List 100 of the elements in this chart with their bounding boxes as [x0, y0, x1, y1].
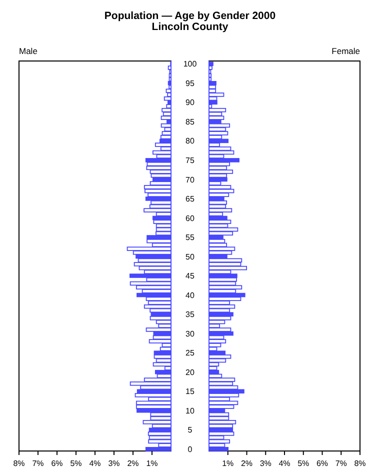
y-tick-label: 10 — [186, 406, 195, 416]
y-tick-label: 90 — [186, 98, 195, 108]
x-tick-label: 3% — [260, 459, 272, 468]
bar — [208, 246, 236, 251]
bar — [208, 238, 226, 244]
y-tick-label: 25 — [186, 348, 195, 358]
bar — [208, 127, 226, 132]
bar — [130, 274, 172, 278]
bar — [154, 354, 172, 359]
y-tick-label: 65 — [186, 194, 195, 204]
bar — [208, 277, 238, 282]
bar — [167, 92, 172, 97]
bar — [134, 262, 172, 266]
bar — [208, 66, 212, 70]
x-tick-label: 6% — [316, 459, 328, 468]
bar — [156, 224, 172, 228]
bar — [208, 370, 220, 374]
y-tick-label: 95 — [186, 78, 195, 88]
bar — [208, 220, 232, 224]
bar — [145, 158, 172, 162]
bar — [208, 100, 218, 105]
bar — [208, 420, 236, 424]
bar — [150, 316, 172, 320]
bar — [208, 428, 234, 432]
bar — [168, 81, 172, 86]
bar — [148, 300, 172, 305]
bar — [153, 220, 172, 224]
bar — [208, 378, 236, 382]
bar — [134, 393, 172, 398]
bar — [144, 185, 172, 190]
bar — [145, 196, 172, 201]
bar — [208, 312, 234, 316]
bar — [145, 446, 172, 452]
x-tick-label: 8% — [354, 459, 366, 468]
bar — [148, 192, 172, 198]
bar — [146, 238, 172, 244]
y-tick-label: 5 — [188, 426, 193, 435]
bar — [208, 185, 232, 190]
bar — [126, 246, 172, 251]
y-tick-label: 60 — [186, 214, 195, 223]
bar — [208, 432, 234, 436]
bar — [208, 108, 226, 112]
x-tick-label: 4% — [278, 459, 290, 468]
bar — [144, 304, 172, 309]
bar — [148, 435, 172, 440]
bar — [208, 258, 242, 262]
bar — [152, 362, 172, 367]
x-tick-label: 7% — [335, 459, 347, 468]
bar — [208, 304, 236, 309]
y-tick-label: 75 — [186, 156, 195, 165]
bar — [160, 134, 172, 140]
bar — [136, 408, 172, 413]
y-tick-label: 85 — [186, 117, 195, 126]
bar — [208, 339, 226, 344]
bar — [142, 420, 172, 424]
bar — [138, 258, 172, 262]
bar — [148, 428, 172, 432]
bar — [208, 131, 228, 136]
bar — [208, 170, 234, 174]
y-tick-label: 50 — [186, 252, 195, 262]
bar — [208, 158, 240, 162]
bar — [154, 350, 172, 355]
bar — [208, 200, 228, 205]
bar — [208, 354, 232, 359]
x-tick-label: 7% — [32, 459, 44, 468]
bar — [136, 404, 172, 409]
y-tick-label: 20 — [186, 368, 195, 377]
y-tick-label: 45 — [186, 272, 195, 281]
bar — [162, 108, 172, 112]
bar — [144, 208, 172, 212]
bar — [208, 316, 232, 320]
bar — [148, 432, 172, 436]
bar — [146, 162, 172, 166]
x-tick-label: 2% — [127, 459, 139, 468]
x-tick-label: 4% — [89, 459, 101, 468]
bar — [208, 250, 232, 255]
bar — [208, 92, 224, 97]
bar — [208, 366, 218, 370]
y-tick-label: 30 — [186, 329, 195, 338]
bar — [208, 404, 234, 409]
bar — [208, 208, 232, 212]
bar — [150, 173, 172, 178]
x-tick-label: 1% — [146, 459, 158, 468]
bar — [208, 389, 244, 394]
y-tick-label: 100 — [183, 60, 198, 69]
x-tick-label: 8% — [13, 459, 25, 468]
bar — [150, 170, 172, 174]
y-tick-label: 35 — [186, 310, 195, 320]
bar — [166, 88, 172, 93]
bar — [208, 146, 232, 151]
x-tick-label: 5% — [70, 459, 82, 468]
bar — [130, 381, 172, 386]
bar — [160, 116, 172, 120]
bar — [164, 127, 172, 132]
y-tick-label: 40 — [186, 290, 195, 300]
chart-title: Population — Age by Gender 2000 — [104, 10, 276, 22]
bar — [146, 235, 172, 240]
bar — [208, 274, 238, 278]
bar — [146, 328, 172, 332]
y-tick-label: 55 — [186, 233, 195, 242]
